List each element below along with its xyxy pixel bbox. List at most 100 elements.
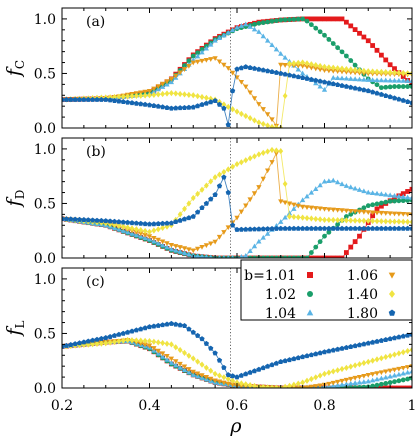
data-point — [164, 79, 170, 85]
data-point — [400, 333, 406, 339]
data-point — [343, 217, 349, 224]
data-point — [343, 19, 349, 25]
data-point — [404, 365, 411, 370]
data-point — [374, 356, 380, 363]
data-point — [300, 379, 306, 386]
data-point — [392, 218, 397, 225]
data-point — [265, 19, 271, 25]
data-point — [343, 214, 349, 219]
data-point — [177, 70, 183, 76]
data-point — [335, 346, 341, 352]
data-point — [299, 204, 306, 210]
data-point — [273, 223, 280, 228]
series-1-40 — [62, 336, 412, 388]
data-point — [98, 96, 104, 102]
data-point — [238, 380, 244, 387]
data-point — [391, 225, 398, 231]
data-point — [273, 255, 279, 258]
data-point — [186, 367, 192, 372]
data-point — [133, 220, 139, 226]
data-point — [365, 378, 371, 384]
data-point — [168, 341, 174, 348]
data-point — [199, 361, 205, 368]
data-point — [352, 239, 358, 245]
data-point — [400, 97, 406, 103]
data-point — [194, 53, 201, 59]
data-point — [299, 70, 306, 76]
legend: b=1.01 1.02 1.04 1.06 1.40 1.80 — [240, 259, 413, 322]
data-point — [409, 368, 412, 374]
data-point — [322, 216, 327, 223]
data-point — [378, 385, 384, 388]
data-point — [168, 242, 175, 248]
data-point — [208, 367, 214, 374]
data-point — [405, 225, 411, 231]
data-point — [313, 374, 319, 381]
data-point — [265, 68, 271, 74]
data-point — [387, 198, 393, 204]
data-point — [151, 238, 157, 244]
data-point — [173, 362, 179, 368]
data-point — [182, 349, 187, 356]
data-point — [391, 367, 398, 373]
data-point — [234, 24, 240, 30]
data-point — [76, 340, 83, 346]
y-axis-label: fC — [3, 60, 27, 78]
data-point — [295, 255, 301, 258]
data-point — [291, 16, 297, 22]
data-point — [291, 225, 297, 231]
data-point — [326, 37, 332, 42]
data-point — [387, 225, 393, 231]
data-point — [339, 378, 345, 384]
data-point — [63, 342, 69, 348]
data-point — [352, 380, 358, 386]
panel-data — [62, 16, 412, 128]
data-point — [370, 68, 376, 75]
data-point — [383, 385, 389, 388]
data-point — [203, 45, 210, 51]
data-point — [85, 338, 91, 344]
data-point — [138, 101, 144, 107]
data-point — [409, 84, 412, 89]
data-point — [391, 95, 398, 101]
data-point — [396, 193, 402, 199]
data-point — [90, 96, 96, 102]
data-point — [256, 66, 262, 72]
data-point — [247, 115, 253, 122]
data-point — [229, 27, 236, 33]
data-point — [76, 216, 83, 222]
data-point — [177, 90, 183, 98]
data-point — [400, 77, 406, 83]
data-point — [348, 66, 354, 73]
data-point — [186, 369, 192, 375]
data-point — [330, 368, 336, 375]
data-point — [142, 325, 148, 331]
data-point — [247, 24, 253, 29]
data-point — [392, 195, 397, 201]
data-point — [181, 246, 188, 252]
data-point — [125, 329, 131, 335]
data-point — [378, 200, 384, 206]
data-point — [217, 372, 222, 379]
data-point — [142, 232, 148, 238]
data-point — [339, 181, 345, 187]
data-point — [405, 376, 411, 382]
data-point — [392, 379, 397, 385]
data-point — [225, 166, 231, 173]
data-point — [361, 373, 367, 379]
data-point — [133, 226, 139, 233]
data-point — [361, 359, 367, 367]
data-point — [313, 351, 319, 357]
data-point — [216, 59, 223, 65]
data-point — [251, 243, 258, 249]
data-point — [321, 178, 328, 184]
y-tick-label: 1.0 — [34, 12, 56, 28]
data-point — [400, 191, 406, 197]
data-point — [199, 186, 205, 193]
data-point — [383, 191, 389, 197]
data-point — [190, 92, 196, 99]
data-point — [308, 76, 314, 82]
data-point — [208, 57, 214, 62]
data-point — [313, 16, 319, 22]
data-point — [361, 188, 367, 194]
